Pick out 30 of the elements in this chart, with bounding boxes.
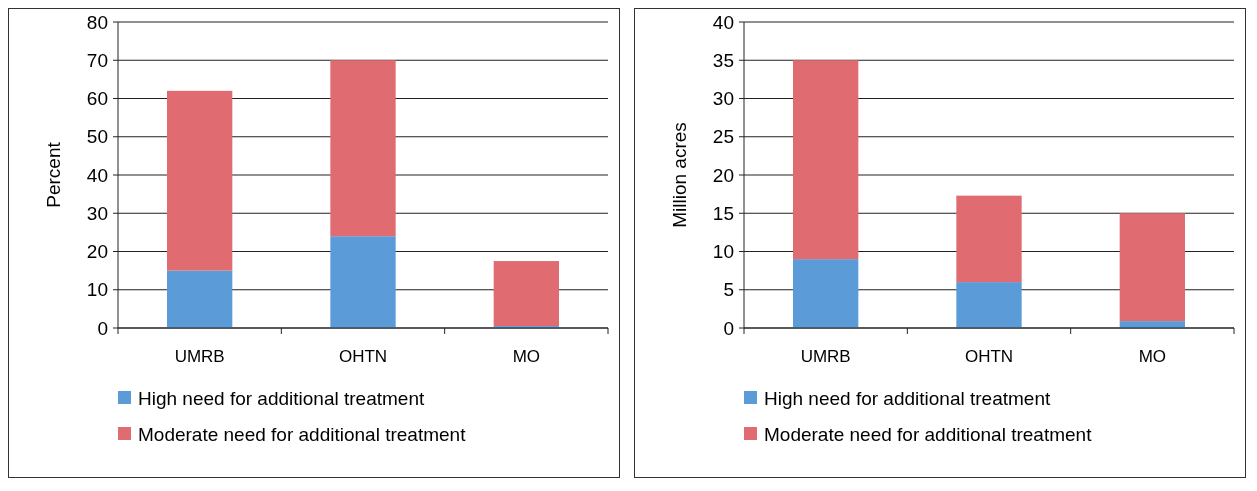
x-tick-label: UMRB <box>174 347 225 366</box>
y-tick-label: 5 <box>723 279 734 301</box>
y-tick-label: 0 <box>723 317 734 339</box>
legend-label: Moderate need for additional treatment <box>764 423 1093 445</box>
y-tick-label: 30 <box>712 88 734 110</box>
y-tick-label: 0 <box>97 317 108 339</box>
y-tick-label: 80 <box>86 11 108 33</box>
y-axis-title: Million acres <box>669 122 690 228</box>
y-tick-label: 10 <box>86 279 108 301</box>
y-tick-label: 30 <box>86 202 108 224</box>
x-tick-label: OHTN <box>964 347 1014 366</box>
y-axis-title: Percent <box>43 141 64 208</box>
y-tick-label: 20 <box>86 241 108 263</box>
x-tick-label: MO <box>1138 347 1167 366</box>
legend-label: High need for additional treatment <box>764 387 1051 409</box>
y-tick-label: 10 <box>712 241 734 263</box>
x-tick-label: UMRB <box>800 347 851 366</box>
legend-label: Moderate need for additional treatment <box>138 423 467 445</box>
y-tick-label: 40 <box>712 11 734 33</box>
legend-label: High need for additional treatment <box>138 387 425 409</box>
x-tick-label: MO <box>512 347 541 366</box>
y-tick-label: 40 <box>86 164 108 186</box>
x-tick-label: OHTN <box>338 347 388 366</box>
y-tick-label: 15 <box>712 202 734 224</box>
y-tick-label: 70 <box>86 49 108 71</box>
y-tick-label: 60 <box>86 88 108 110</box>
y-tick-label: 35 <box>712 49 734 71</box>
y-tick-label: 20 <box>712 164 734 186</box>
y-tick-label: 25 <box>712 126 734 148</box>
y-tick-label: 50 <box>86 126 108 148</box>
